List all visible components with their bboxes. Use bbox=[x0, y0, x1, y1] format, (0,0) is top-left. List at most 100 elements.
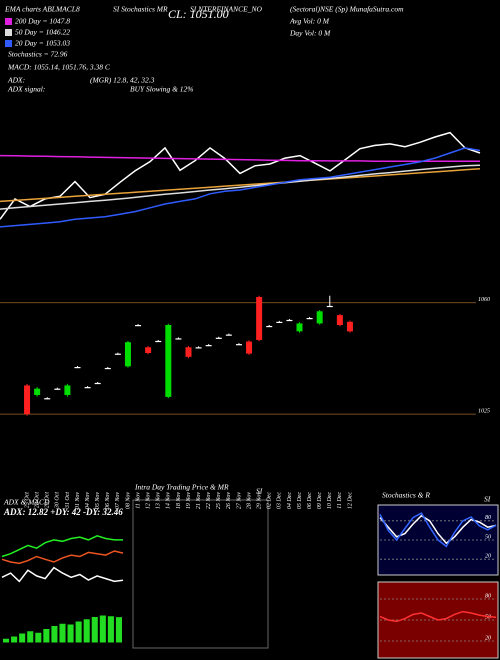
candle-body bbox=[84, 387, 91, 389]
candle-body bbox=[135, 325, 142, 327]
y-tick-label: 1060 bbox=[478, 297, 490, 303]
candle-body bbox=[34, 388, 41, 395]
x-tick-label: 01 Nov bbox=[75, 492, 81, 510]
x-tick-label: 09 Dec bbox=[317, 492, 323, 509]
x-tick-label: 29 Oct bbox=[45, 492, 51, 508]
y-tick-label: 1025 bbox=[478, 408, 490, 414]
candle-body bbox=[74, 367, 81, 369]
close-price: CL: 1051.00 bbox=[168, 7, 229, 21]
x-tick-label: 30 Oct bbox=[55, 492, 61, 509]
candle-body bbox=[175, 338, 182, 340]
histogram-bar bbox=[75, 621, 82, 643]
line-series bbox=[379, 512, 497, 548]
x-tick-label: 28 Oct bbox=[35, 492, 41, 508]
x-tick-label: 12 Dec bbox=[347, 492, 353, 509]
header-text: (Sectoral)NSE (Sp) MunafaSutra.com bbox=[290, 5, 404, 14]
x-tick-label: 22 Nov bbox=[206, 492, 212, 510]
x-tick-label: 04 Dec bbox=[286, 492, 293, 509]
panel-subtitle: SI bbox=[484, 495, 491, 504]
candle-body bbox=[336, 315, 343, 325]
histogram-bar bbox=[67, 624, 74, 643]
candle-body bbox=[225, 334, 232, 336]
x-tick-label: 12 Nov bbox=[146, 492, 152, 510]
line-series bbox=[1, 534, 123, 558]
macd-value: MACD: 1055.14, 1051.76, 3.38 C bbox=[7, 63, 111, 72]
candle-body bbox=[205, 345, 212, 347]
x-tick-label: 04 Nov bbox=[84, 492, 91, 510]
histogram-bar bbox=[115, 617, 122, 643]
line-series bbox=[0, 131, 481, 220]
adx-signal-label: ADX signal: bbox=[7, 85, 45, 94]
candle-body bbox=[185, 347, 192, 357]
legend-label: 50 Day = 1046.22 bbox=[15, 28, 70, 37]
avg-volume: Avg Vol: 0 M bbox=[289, 17, 330, 26]
candle-body bbox=[326, 305, 333, 308]
panel-title: Stochastics & R bbox=[382, 491, 430, 500]
x-tick-label: 19 Nov bbox=[186, 492, 192, 510]
histogram-bar bbox=[59, 623, 66, 643]
intraday-box bbox=[132, 499, 269, 649]
candle-body bbox=[266, 325, 273, 328]
histogram-bar bbox=[19, 633, 26, 643]
histogram-bar bbox=[83, 619, 90, 643]
x-tick-label: 06 Dec bbox=[307, 492, 313, 509]
x-tick-label: 14 Nov bbox=[165, 492, 172, 510]
adx-value: (MGR) 12.8, 42, 32.3 bbox=[90, 76, 155, 85]
panel-subtitle: SI bbox=[256, 487, 263, 496]
x-tick-label: 13 Nov bbox=[156, 492, 162, 510]
adx-label: ADX: bbox=[7, 76, 25, 85]
x-tick-label: 28 Nov bbox=[246, 492, 252, 510]
legend-label: 200 Day = 1047.8 bbox=[15, 17, 70, 26]
header-text: SI Stochastics MR bbox=[113, 5, 168, 14]
histogram-bar bbox=[51, 626, 58, 643]
histogram-bar bbox=[11, 636, 18, 643]
candle-body bbox=[195, 347, 202, 349]
y-tick-label: 20 bbox=[485, 554, 491, 560]
candle-body bbox=[256, 297, 263, 340]
candle-body bbox=[64, 385, 71, 395]
x-tick-label: 03 Dec bbox=[277, 492, 283, 509]
x-tick-label: 21 Nov bbox=[196, 492, 202, 510]
line-series bbox=[1, 550, 124, 565]
x-tick-label: 05 Nov bbox=[95, 492, 101, 510]
histogram-bar bbox=[43, 629, 50, 643]
y-tick-label: 20 bbox=[485, 635, 491, 641]
x-tick-label: 25 Oct bbox=[24, 492, 30, 508]
stochastics-value: Stochastics = 72.96 bbox=[8, 50, 68, 59]
histogram-bar bbox=[99, 615, 106, 643]
panel-title: ADX & MACD bbox=[3, 498, 50, 507]
candle-body bbox=[94, 382, 101, 385]
line-series bbox=[1, 566, 124, 583]
candle-body bbox=[54, 388, 61, 390]
x-tick-label: 26 Nov bbox=[226, 492, 232, 510]
x-tick-label: 05 Dec bbox=[297, 492, 303, 509]
x-tick-label: 02 Dec bbox=[267, 492, 273, 509]
x-tick-label: 25 Nov bbox=[216, 492, 222, 510]
candle-body bbox=[155, 340, 162, 343]
y-tick-label: 80 bbox=[485, 515, 491, 521]
candle-body bbox=[306, 318, 313, 320]
y-tick-label: 50 bbox=[485, 614, 491, 620]
legend-swatch bbox=[5, 18, 12, 25]
legend-swatch bbox=[5, 40, 12, 47]
x-tick-label: 10 Dec bbox=[327, 492, 333, 509]
panel-title: Intra Day Trading Price & MR bbox=[134, 483, 229, 492]
candle-body bbox=[286, 319, 293, 322]
candle-body bbox=[24, 385, 31, 415]
candle-body bbox=[104, 367, 111, 370]
x-tick-label: 06 Nov bbox=[105, 492, 111, 510]
day-volume: Day Vol: 0 M bbox=[289, 29, 331, 38]
x-tick-label: 07 Nov bbox=[115, 492, 121, 510]
histogram-bar bbox=[27, 631, 34, 643]
x-tick-label: 29 Nov bbox=[257, 492, 263, 510]
histogram-bar bbox=[35, 632, 42, 643]
panel-subtitle: ADX: 12.82 +DY: 42 -DY: 32.46 bbox=[3, 507, 123, 517]
histogram-bar bbox=[3, 638, 10, 643]
candle-body bbox=[114, 353, 121, 355]
line-series bbox=[0, 147, 481, 228]
candle-body bbox=[276, 321, 283, 324]
legend-swatch bbox=[5, 29, 12, 36]
candle-body bbox=[316, 311, 323, 324]
candle-body bbox=[215, 337, 222, 339]
